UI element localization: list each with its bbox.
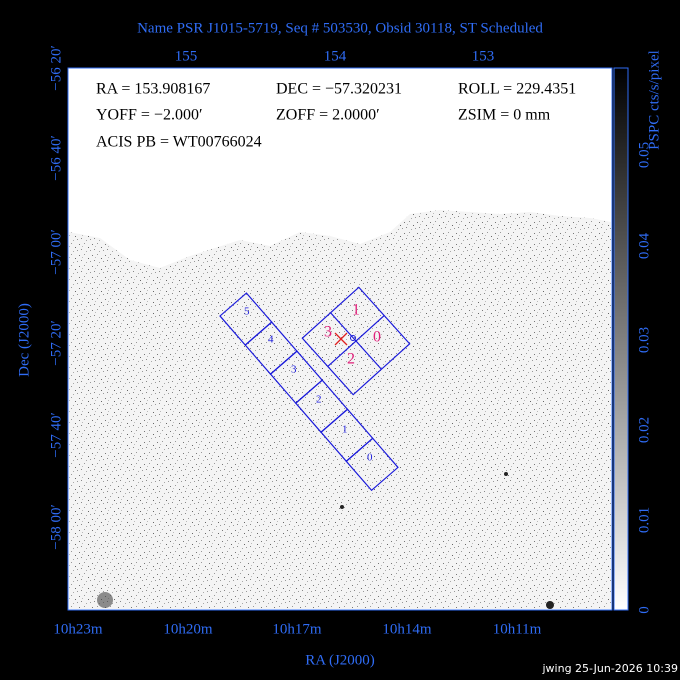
source <box>97 592 113 608</box>
colorbar-tick-label: 0.01 <box>636 507 652 533</box>
top-tick-label: 153 <box>472 48 495 64</box>
source <box>340 505 344 509</box>
left-tick-label: −57 40′ <box>48 412 64 458</box>
acis-s <box>219 292 399 492</box>
bottom-tick-label: 10h23m <box>53 621 103 637</box>
bottom-tick-label: 10h17m <box>272 621 322 637</box>
title: Name PSR J1015-5719, Seq # 503530, Obsid… <box>137 20 543 36</box>
source <box>546 601 554 609</box>
colorbar-tick-label: 0.04 <box>636 232 652 259</box>
info-text: DEC = −57.320231 <box>276 81 402 98</box>
info-text: ACIS PB = WT00766024 <box>96 134 262 151</box>
aimpoint <box>350 335 356 341</box>
chip-label: 2 <box>347 351 355 368</box>
colorbar-tick-label: 0.02 <box>636 417 652 443</box>
top-tick-label: 155 <box>175 48 198 64</box>
left-tick-label: −56 20′ <box>48 45 64 91</box>
left-tick-label: −57 00′ <box>48 229 64 275</box>
left-tick-label: −57 20′ <box>48 320 64 366</box>
x-axis-label: RA (J2000) <box>305 652 375 668</box>
chip-label: 5 <box>244 306 250 318</box>
chip-label: 3 <box>291 364 297 376</box>
source <box>504 472 508 476</box>
top-tick-label: 154 <box>324 48 347 64</box>
info-text: RA = 153.908167 <box>96 81 210 98</box>
info-text: ZOFF = 2.0000′ <box>276 107 380 124</box>
chip-label: 1 <box>342 424 348 436</box>
colorbar-tick-label: 0.05 <box>636 142 652 168</box>
colorbar-tick-label: 0.03 <box>636 327 652 353</box>
bottom-tick-label: 10h11m <box>493 621 542 637</box>
info-text: ROLL = 229.4351 <box>458 81 576 98</box>
colorbar <box>613 67 629 611</box>
left-tick-label: −58 00′ <box>48 504 64 550</box>
info-text: YOFF = −2.000′ <box>96 107 202 124</box>
colorbar-tick-label: 0 <box>636 606 652 614</box>
chip-label: 3 <box>324 324 332 341</box>
colorbar-title: PSPC cts/s/pixel <box>646 50 662 150</box>
pointing-mark <box>334 332 348 346</box>
chip-label: 4 <box>268 334 274 346</box>
left-tick-label: −56 40′ <box>48 135 64 181</box>
chip-label: 0 <box>373 329 381 346</box>
y-axis-label: Dec (J2000) <box>16 303 32 377</box>
footer: jwing 25-Jun-2026 10:39 <box>542 662 679 675</box>
bottom-tick-label: 10h20m <box>163 621 213 637</box>
info-text: ZSIM = 0 mm <box>458 107 551 124</box>
bottom-tick-label: 10h14m <box>382 621 432 637</box>
chip-label: 2 <box>316 394 322 406</box>
sky-image <box>69 210 611 609</box>
acis-i <box>301 286 411 396</box>
chip-label: 1 <box>352 302 360 319</box>
chip-label: 0 <box>367 452 373 464</box>
